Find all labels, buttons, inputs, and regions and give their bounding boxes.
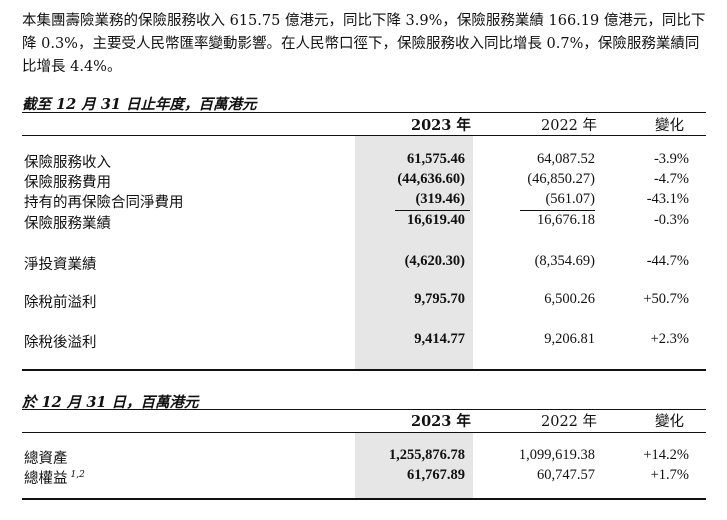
table-row: 保險服務業績 16,619.40 16,676.18 -0.3% <box>0 212 727 232</box>
table2-header-2023: 2023 年 <box>411 413 471 430</box>
table1-header-2022: 2022 年 <box>541 118 598 134</box>
value-change: -4.7% <box>653 171 689 187</box>
value-change: -3.9% <box>653 151 689 167</box>
value-change: -43.1% <box>646 191 689 207</box>
value-2023: (4,620.30) <box>404 253 465 269</box>
subtotal-underline-2023 <box>395 210 470 211</box>
table-row: 除稅前溢利 9,795.70 6,500.26 +50.7% <box>0 291 727 311</box>
table-row: 保險服務收入 61,575.46 64,087.52 -3.9% <box>0 151 727 171</box>
value-2022: 6,500.26 <box>544 291 595 307</box>
value-2022: 16,676.18 <box>537 212 595 228</box>
row-label: 除稅後溢利 <box>24 335 97 351</box>
value-2022: (561.07) <box>545 191 595 207</box>
value-change: +14.2% <box>643 447 689 463</box>
row-label: 保險服務費用 <box>24 175 111 191</box>
value-2023: (319.46) <box>415 191 465 207</box>
table-row: 持有的再保險合同淨費用 (319.46) (561.07) -43.1% <box>0 191 727 211</box>
table2-top-rule <box>22 409 706 410</box>
table1-2023-shade <box>355 136 473 369</box>
table1-header-rule <box>22 135 706 136</box>
value-2023: 9,795.70 <box>414 291 465 307</box>
table-row: 除稅後溢利 9,414.77 9,206.81 +2.3% <box>0 331 727 351</box>
value-2023: 61,767.89 <box>407 467 465 483</box>
table2-2023-shade <box>355 433 473 499</box>
table2-header-change: 變化 <box>655 414 684 430</box>
table1-header-2023: 2023 年 <box>411 117 471 134</box>
table-row: 總資產 1,255,876.78 1,099,619.38 +14.2% <box>0 447 727 467</box>
table-row: 淨投資業績 (4,620.30) (8,354.69) -44.7% <box>0 253 727 273</box>
table1-header-change: 變化 <box>655 118 684 134</box>
value-2022: (46,850.27) <box>527 171 595 187</box>
intro-paragraph: 本集團壽險業務的保險服務收入 615.75 億港元，同比下降 3.9%，保險服務… <box>22 13 706 75</box>
footnote-marker: 1,2 <box>70 470 85 481</box>
row-label: 除稅前溢利 <box>24 295 97 311</box>
value-change: +1.7% <box>650 467 689 483</box>
row-label: 保險服務業績 <box>24 216 111 232</box>
table2-title: 於 12 月 31 日，百萬港元 <box>22 394 199 411</box>
table2-header-2022: 2022 年 <box>541 414 598 430</box>
subtotal-underline-2022 <box>520 210 595 211</box>
value-2022: 64,087.52 <box>537 151 595 167</box>
table2-header-rule <box>22 432 706 433</box>
value-change: +2.3% <box>650 331 689 347</box>
row-label: 保險服務收入 <box>24 155 111 171</box>
row-label: 總權益 1,2 <box>24 470 85 487</box>
value-2023: 9,414.77 <box>414 331 465 347</box>
value-2022: 60,747.57 <box>537 467 595 483</box>
table1-bottom-rule <box>22 369 706 371</box>
value-2022: (8,354.69) <box>534 253 595 269</box>
value-2023: 16,619.40 <box>407 212 465 228</box>
value-2022: 9,206.81 <box>544 331 595 347</box>
value-change: -44.7% <box>646 253 689 269</box>
row-label: 淨投資業績 <box>24 257 97 273</box>
value-change: -0.3% <box>653 212 689 228</box>
row-label: 持有的再保險合同淨費用 <box>24 195 184 211</box>
table-row: 保險服務費用 (44,636.60) (46,850.27) -4.7% <box>0 171 727 191</box>
row-label: 總資產 <box>24 451 68 467</box>
value-2023: 61,575.46 <box>407 151 465 167</box>
value-2023: 1,255,876.78 <box>388 447 465 463</box>
table-row: 總權益 1,2 61,767.89 60,747.57 +1.7% <box>0 467 727 487</box>
value-2023: (44,636.60) <box>397 171 465 187</box>
value-2022: 1,099,619.38 <box>518 447 595 463</box>
value-change: +50.7% <box>643 291 689 307</box>
table1-top-rule <box>22 112 706 113</box>
table1-title: 截至 12 月 31 日止年度，百萬港元 <box>22 96 257 113</box>
table2-bottom-rule <box>22 498 706 500</box>
